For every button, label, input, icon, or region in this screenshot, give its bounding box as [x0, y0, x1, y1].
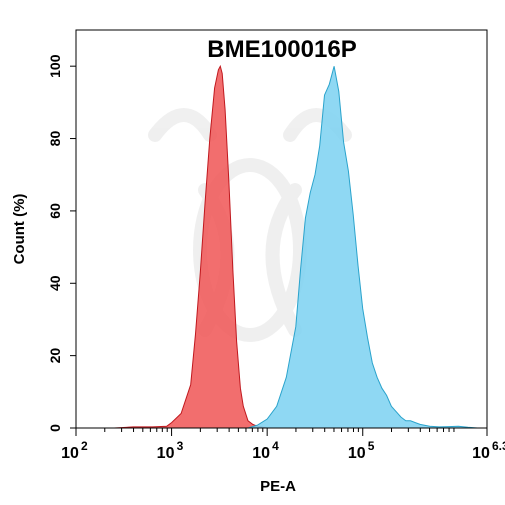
y-tick-label: 100: [47, 54, 63, 78]
x-tick-exponent: 2: [81, 439, 88, 453]
x-tick-exponent: 5: [368, 439, 375, 453]
y-axis-label: Count (%): [11, 194, 28, 265]
x-tick-label: 10: [61, 445, 79, 462]
y-tick-label: 40: [47, 275, 63, 291]
histogram-series-1: [95, 64, 277, 429]
x-tick-exponent: 4: [272, 439, 279, 453]
x-axis-label: PE-A: [260, 478, 296, 495]
x-tick-label: 10: [157, 445, 175, 462]
y-tick-label: 20: [47, 348, 63, 364]
histogram-series-2: [247, 66, 487, 429]
y-tick-label: 80: [47, 131, 63, 147]
y-tick-label: 0: [47, 424, 63, 432]
x-tick-exponent: 3: [177, 439, 184, 453]
x-tick-label: 10: [252, 445, 270, 462]
x-tick-exponent: 6.3: [492, 439, 505, 453]
x-tick-label: 10: [472, 445, 490, 462]
chart-title: BME100016P: [207, 36, 356, 63]
y-tick-label: 60: [47, 203, 63, 219]
x-tick-label: 10: [348, 445, 366, 462]
plot-frame: [75, 29, 488, 429]
